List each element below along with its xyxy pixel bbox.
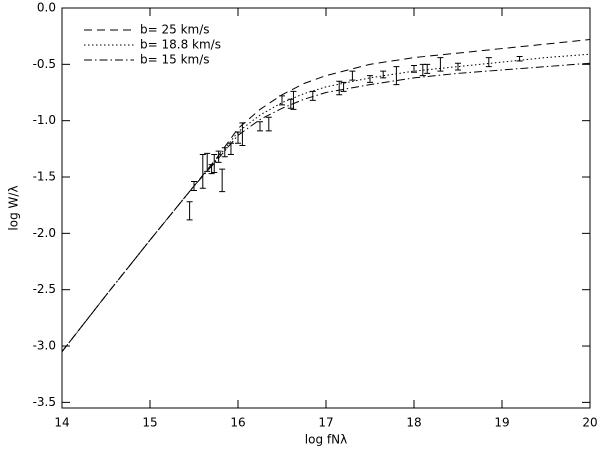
y-tick-label: -2.5 (33, 282, 56, 296)
error-bar (204, 152, 211, 172)
x-tick-label: 19 (494, 416, 509, 430)
plot-frame (61, 7, 591, 409)
error-bar (393, 66, 400, 86)
error-bar (235, 131, 241, 144)
error-bar (287, 98, 294, 109)
y-tick-label: -0.5 (33, 57, 56, 71)
x-tick-label: 15 (142, 416, 157, 430)
y-tick-label: -1.0 (33, 113, 56, 127)
error-bar (186, 201, 193, 221)
y-tick-label: 0.0 (37, 1, 56, 15)
x-tick-label: 16 (230, 416, 245, 430)
legend-label: b= 25 km/s (140, 23, 210, 37)
curve (61, 62, 591, 352)
legend-label: b= 15 km/s (140, 53, 210, 67)
y-tick-label: -1.5 (33, 170, 56, 184)
error-bar (257, 121, 263, 132)
error-bar (219, 168, 226, 193)
error-bar (309, 90, 316, 101)
y-tick-label: -3.0 (33, 339, 56, 353)
error-bar (349, 70, 356, 81)
error-bar (485, 57, 492, 68)
error-bar (265, 116, 272, 132)
x-tick-label: 20 (582, 416, 597, 430)
legend-label: b= 18.8 km/s (140, 38, 221, 52)
error-bar (239, 122, 246, 146)
curve (61, 53, 591, 352)
error-bar (516, 55, 523, 62)
error-bar (279, 95, 285, 106)
x-tick-label: 18 (406, 416, 421, 430)
error-bar (411, 64, 417, 73)
error-bar (424, 63, 431, 74)
error-bar (221, 147, 228, 158)
error-bar (367, 75, 373, 83)
error-bar (211, 153, 218, 174)
error-bar (290, 90, 297, 110)
error-bar (215, 150, 222, 163)
error-bar (380, 70, 387, 79)
error-bar (419, 63, 426, 77)
error-bar (199, 153, 206, 189)
y-axis-label: log W/λ (7, 185, 21, 230)
error-bar (227, 142, 234, 155)
error-bar (437, 57, 444, 72)
error-bar (340, 81, 347, 92)
x-tick-label: 17 (318, 416, 333, 430)
error-bar (336, 80, 343, 96)
error-bar (191, 181, 197, 192)
error-bar (455, 62, 461, 71)
x-tick-label: 14 (54, 416, 69, 430)
y-tick-label: -3.5 (33, 395, 56, 409)
y-tick-label: -2.0 (33, 226, 56, 240)
x-axis-label: log fNλ (305, 433, 347, 447)
